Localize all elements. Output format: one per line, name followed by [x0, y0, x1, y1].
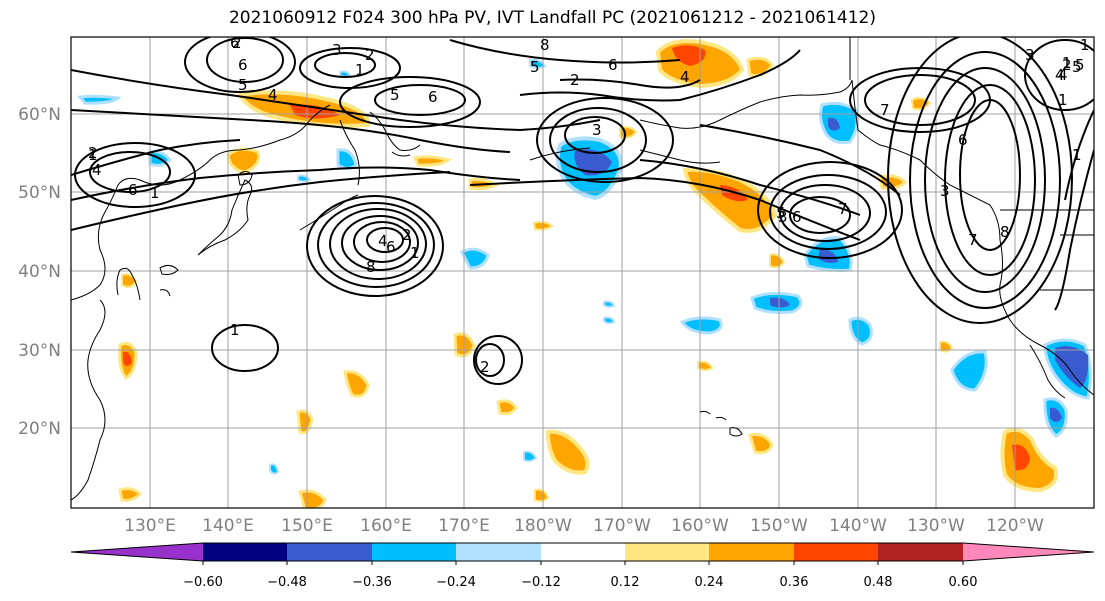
contour-label-25: 1	[230, 321, 240, 339]
contour-label-33: 1	[1058, 91, 1068, 109]
colorbar-tick-labels: −0.60 −0.48 −0.36 −0.24 −0.12 0.12 0.24 …	[183, 575, 977, 590]
lon-label-150w: 150°W	[750, 516, 808, 536]
colorbar-tick-label: −0.48	[267, 575, 307, 590]
positive-anomaly-shading	[118, 39, 1058, 508]
contour-label-2: 2	[365, 46, 375, 64]
lon-label-160w: 160°W	[671, 516, 729, 536]
lon-label-140e: 140°E	[202, 516, 254, 536]
contour-label-42: 3	[1025, 46, 1035, 64]
contour-label-38: 6	[958, 131, 968, 149]
contour-label-5: 5	[238, 76, 248, 94]
contour-label-8: 5	[390, 86, 400, 104]
contour-label-9: 8	[540, 36, 550, 54]
contour-label-11: 2	[570, 71, 580, 89]
contour-label-39: 7	[968, 231, 978, 249]
contour-label-24: 8	[366, 258, 376, 276]
contour-label-28: 7	[838, 200, 848, 218]
contour-label-45: 5	[1075, 56, 1085, 74]
lon-label-180w: 180°W	[514, 516, 572, 536]
contour-label-17: 4	[92, 161, 102, 179]
contour-label-31: 6	[792, 208, 802, 226]
coastlines	[71, 37, 1094, 501]
graticule	[71, 37, 1094, 508]
colorbar-tick-label: −0.12	[521, 575, 561, 590]
map-frame	[70, 36, 1095, 509]
contour-label-13: 4	[680, 68, 690, 86]
lat-label-20n: 20°N	[18, 419, 61, 439]
colorbar-tick-label: 0.36	[780, 575, 809, 590]
contour-label-37: 5	[1072, 58, 1082, 76]
colorbar-tick-label: 0.12	[611, 575, 640, 590]
contour-labels: 3 2 1 6 5 4 6 5 8 5 2 6 4 1 1 2 4 6 3 1 …	[88, 34, 1090, 376]
contour-label-7: 6	[428, 88, 438, 106]
contour-label-46: 6	[230, 34, 240, 52]
contour-label-6: 4	[268, 86, 278, 104]
colorbar-segment	[878, 543, 963, 561]
lon-label-160e: 160°E	[360, 516, 412, 536]
contour-label-10: 5	[530, 58, 540, 76]
contour-label-20: 1	[410, 244, 420, 262]
contour-label-22: 4	[378, 232, 388, 250]
colorbar-segment	[287, 543, 372, 561]
colorbar	[70, 542, 1095, 565]
colorbar-segment	[794, 543, 878, 561]
colorbar-tick-label: 0.60	[949, 575, 978, 590]
contour-label-29: 3	[778, 208, 788, 226]
negative-anomaly-shading	[77, 58, 1092, 475]
colorbar-tick-label: 0.24	[695, 575, 724, 590]
lon-label-150e: 150°E	[281, 516, 333, 536]
lon-label-120w: 120°W	[986, 516, 1044, 536]
contour-label-4: 6	[238, 56, 248, 74]
contour-label-26: 2	[480, 358, 490, 376]
colorbar-tick-label: −0.60	[183, 575, 223, 590]
lat-label-30n: 30°N	[18, 341, 61, 361]
lon-label-170w: 170°W	[593, 516, 651, 536]
lon-label-170e: 170°E	[438, 516, 490, 536]
colorbar-segment	[203, 543, 287, 561]
contour-label-44: 4	[1055, 66, 1065, 84]
contour-label-12: 6	[608, 56, 618, 74]
map-title: 2021060912 F024 300 hPa PV, IVT Landfall…	[228, 8, 876, 28]
contour-label-23: 6	[386, 238, 396, 256]
contour-label-18: 6	[128, 181, 138, 199]
latitude-labels: 60°N 50°N 40°N 30°N 20°N	[18, 105, 61, 439]
contour-label-3: 1	[355, 61, 365, 79]
contour-label-35: 3	[940, 182, 950, 200]
contour-label-36: 4	[1058, 66, 1068, 84]
contour-label-32: 7	[880, 101, 890, 119]
contour-label-1: 3	[332, 41, 342, 59]
pv-contours	[71, 37, 1094, 385]
colorbar-tick-label: −0.24	[436, 575, 476, 590]
colorbar-segment	[541, 543, 625, 561]
colorbar-segment	[709, 543, 794, 561]
colorbar-segment	[372, 543, 456, 561]
colorbar-segment	[963, 543, 1094, 561]
contour-label-47: 2	[232, 34, 242, 52]
contour-label-15: 1	[150, 184, 160, 202]
lat-label-60n: 60°N	[18, 105, 61, 125]
contour-label-14: 1	[88, 146, 98, 164]
colorbar-tick-label: −0.36	[352, 575, 392, 590]
lon-label-130w: 130°W	[907, 516, 965, 536]
contour-label-41: 1	[1062, 54, 1072, 72]
colorbar-segment	[456, 543, 541, 561]
lon-label-130e: 130°E	[124, 516, 176, 536]
colorbar-segment	[71, 543, 203, 561]
contour-label-27: 1	[1072, 146, 1082, 164]
colorbar-tick-label: 0.48	[864, 575, 893, 590]
contour-label-34: 2	[1062, 56, 1072, 74]
contour-label-19: 3	[592, 121, 602, 139]
contour-label-16: 2	[88, 144, 98, 162]
lat-label-40n: 40°N	[18, 262, 61, 282]
lat-label-50n: 50°N	[18, 183, 61, 203]
contour-label-21: 2	[402, 226, 412, 244]
contour-label-40: 8	[1000, 223, 1010, 241]
longitude-labels: 130°E 140°E 150°E 160°E 170°E 180°W 170°…	[124, 516, 1044, 536]
contour-label-43: 1	[1080, 36, 1090, 54]
lon-label-140w: 140°W	[829, 516, 887, 536]
colorbar-segment	[625, 543, 709, 561]
contour-label-30: 5	[776, 204, 786, 222]
